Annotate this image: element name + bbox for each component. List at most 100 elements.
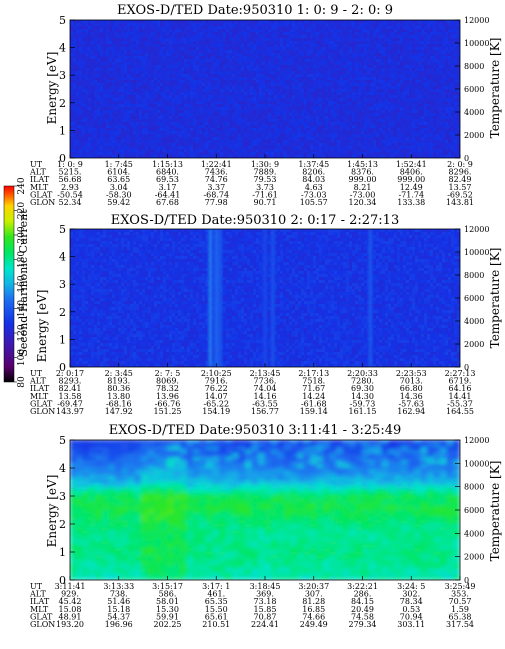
spectrogram-cell bbox=[112, 38, 116, 42]
spectrogram-cell bbox=[310, 62, 314, 66]
spectrogram-cell bbox=[376, 98, 380, 102]
spectrogram-cell bbox=[199, 98, 203, 102]
spectrogram-cell bbox=[157, 35, 161, 39]
spectrogram-cell bbox=[385, 83, 389, 87]
spectrogram-cell bbox=[373, 80, 377, 84]
spectrogram-cell bbox=[157, 86, 161, 90]
spectrogram-cell bbox=[163, 56, 167, 60]
spectrogram-cell bbox=[79, 71, 83, 75]
spectrogram-cell bbox=[136, 53, 140, 57]
spectrogram-cell bbox=[115, 26, 119, 30]
spectrogram-cell bbox=[232, 110, 236, 114]
spectrogram-cell bbox=[310, 134, 314, 138]
spectrogram-cell bbox=[124, 71, 128, 75]
spectrogram-cell bbox=[112, 149, 116, 153]
spectrogram-cell bbox=[79, 104, 83, 108]
spectrogram-cell bbox=[379, 89, 383, 93]
spectrogram-cell bbox=[187, 29, 191, 33]
spectrogram-cell bbox=[307, 131, 311, 135]
spectrogram-cell bbox=[388, 137, 392, 141]
spectrogram-cell bbox=[199, 50, 203, 54]
spectrogram-cell bbox=[127, 92, 131, 96]
spectrogram-cell bbox=[310, 128, 314, 132]
spectrogram-cell bbox=[175, 149, 179, 153]
spectrogram-cell bbox=[91, 35, 95, 39]
spectrogram-cell bbox=[379, 137, 383, 141]
spectrogram-cell bbox=[196, 152, 200, 156]
spectrogram-cell bbox=[367, 26, 371, 30]
spectrogram-cell bbox=[253, 41, 257, 45]
spectrogram-cell bbox=[85, 128, 89, 132]
spectrogram-cell bbox=[304, 53, 308, 57]
spectrogram-cell bbox=[292, 125, 296, 129]
spectrogram-cell bbox=[283, 152, 287, 156]
spectrogram-cell bbox=[235, 44, 239, 48]
spectrogram-cell bbox=[190, 71, 194, 75]
spectrogram-cell bbox=[316, 38, 320, 42]
spectrogram-cell bbox=[295, 104, 299, 108]
spectrogram-cell bbox=[316, 140, 320, 144]
spectrogram-cell bbox=[211, 116, 215, 120]
spectrogram-cell bbox=[145, 83, 149, 87]
spectrogram-cell bbox=[199, 119, 203, 123]
spectrogram-cell bbox=[160, 47, 164, 51]
spectrogram-cell bbox=[319, 143, 323, 147]
spectrogram-cell bbox=[337, 65, 341, 69]
spectrogram-cell bbox=[133, 113, 137, 117]
spectrogram-cell bbox=[304, 50, 308, 54]
spectrogram-cell bbox=[301, 89, 305, 93]
spectrogram-cell bbox=[124, 134, 128, 138]
spectrogram-cell bbox=[391, 74, 395, 78]
spectrogram-cell bbox=[202, 56, 206, 60]
spectrogram-cell bbox=[85, 56, 89, 60]
spectrogram-cell bbox=[175, 41, 179, 45]
spectrogram-cell bbox=[244, 146, 248, 150]
spectrogram-cell bbox=[256, 32, 260, 36]
spectrogram-cell bbox=[340, 26, 344, 30]
spectrogram-cell bbox=[295, 143, 299, 147]
spectrogram-cell bbox=[112, 131, 116, 135]
spectrogram-cell bbox=[361, 56, 365, 60]
spectrogram-cell bbox=[220, 119, 224, 123]
spectrogram-cell bbox=[256, 68, 260, 72]
spectrogram-cell bbox=[181, 62, 185, 66]
spectrogram-cell bbox=[151, 29, 155, 33]
spectrogram-cell bbox=[331, 125, 335, 129]
spectrogram-cell bbox=[253, 146, 257, 150]
spectrogram-cell bbox=[391, 44, 395, 48]
spectrogram-cell bbox=[115, 50, 119, 54]
spectrogram-cell bbox=[394, 29, 398, 33]
spectrogram-cell bbox=[202, 95, 206, 99]
spectrogram-cell bbox=[328, 38, 332, 42]
spectrogram-cell bbox=[94, 122, 98, 126]
spectrogram-cell bbox=[292, 116, 296, 120]
spectrogram-cell bbox=[196, 119, 200, 123]
spectrogram-cell bbox=[229, 47, 233, 51]
spectrogram-cell bbox=[343, 104, 347, 108]
spectrogram-cell bbox=[73, 35, 77, 39]
spectrogram-cell bbox=[88, 44, 92, 48]
spectrogram-cell bbox=[217, 71, 221, 75]
spectrogram-cell bbox=[349, 74, 353, 78]
spectrogram-cell bbox=[196, 50, 200, 54]
spectrogram-cell bbox=[217, 83, 221, 87]
spectrogram-cell bbox=[370, 155, 374, 158]
spectrogram-cell bbox=[340, 116, 344, 120]
spectrogram-cell bbox=[88, 68, 92, 72]
spectrogram-cell bbox=[187, 23, 191, 27]
spectrogram-cell bbox=[214, 53, 218, 57]
spectrogram-cell bbox=[145, 38, 149, 42]
spectrogram-cell bbox=[256, 137, 260, 141]
spectrogram-cell bbox=[73, 125, 77, 129]
spectrogram-cell bbox=[130, 47, 134, 51]
spectrogram-cell bbox=[229, 116, 233, 120]
spectrogram-cell bbox=[289, 140, 293, 144]
spectrogram-cell bbox=[133, 23, 137, 27]
spectrogram-cell bbox=[310, 125, 314, 129]
spectrogram-cell bbox=[175, 134, 179, 138]
spectrogram-cell bbox=[154, 65, 158, 69]
spectrogram-cell bbox=[88, 20, 92, 24]
spectrogram-cell bbox=[304, 20, 308, 24]
spectrogram-cell bbox=[247, 131, 251, 135]
spectrogram-cell bbox=[148, 20, 152, 24]
